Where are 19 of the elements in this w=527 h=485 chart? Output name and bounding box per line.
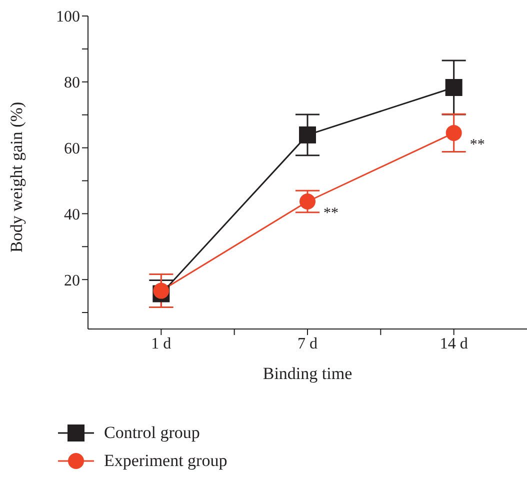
y-tick-label: 100 [56, 8, 80, 26]
point [153, 282, 170, 299]
y-tick-label: 80 [64, 74, 80, 92]
annotation: ** [324, 205, 338, 222]
y-tick-label: 60 [64, 140, 80, 158]
point [299, 126, 316, 144]
x-tick-label: 7 d [298, 335, 318, 352]
y-axis-title: Body weight gain (%) [7, 102, 26, 252]
point [300, 193, 316, 210]
x-axis-title: Binding time [262, 364, 352, 383]
x-tick-label: 1 d [151, 335, 172, 352]
y-tick-label: 40 [64, 206, 80, 224]
legend-label: Experiment group [104, 451, 228, 471]
y-tick-label: 20 [64, 272, 80, 290]
point [446, 124, 462, 141]
point [445, 78, 462, 96]
legend-label: Control group [104, 423, 200, 443]
x-tick-label: 14 d [440, 335, 468, 352]
annotation: ** [470, 136, 485, 153]
